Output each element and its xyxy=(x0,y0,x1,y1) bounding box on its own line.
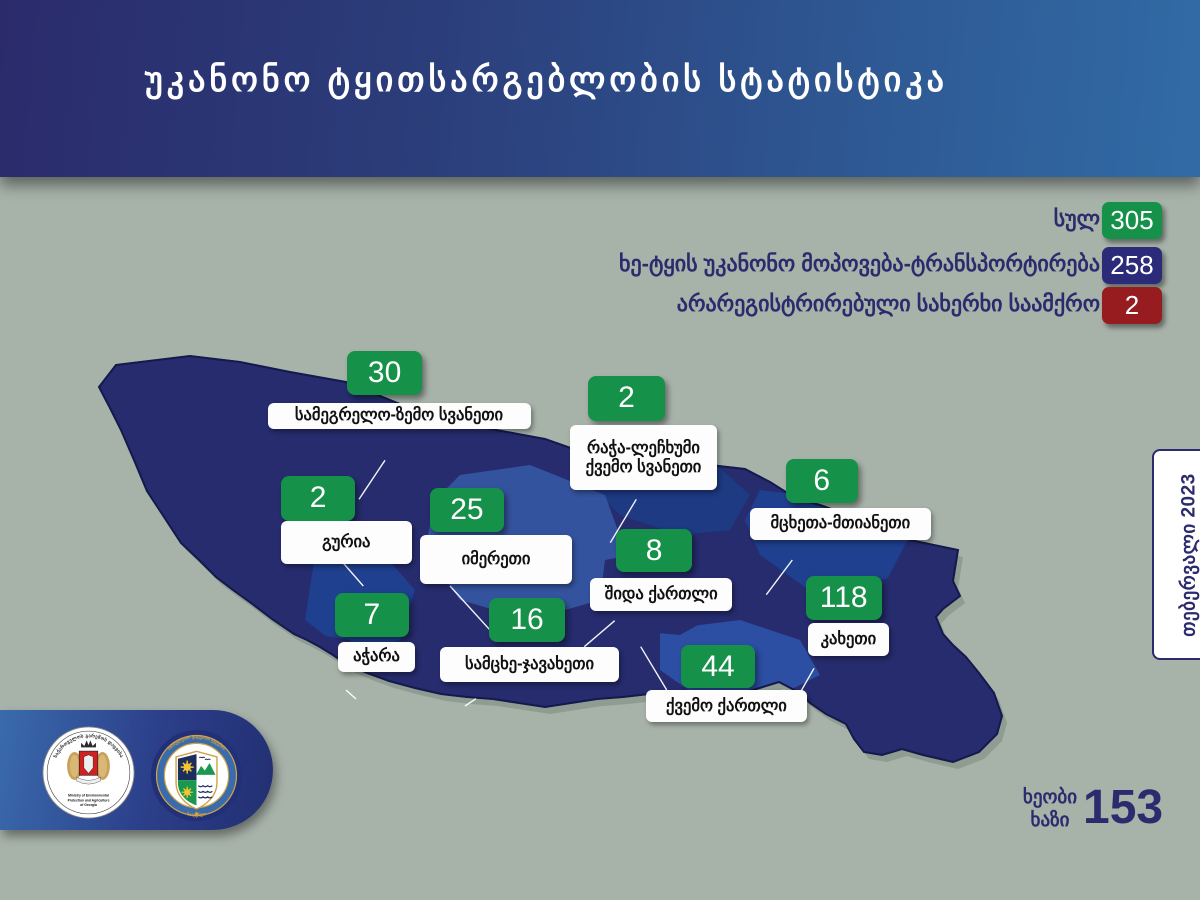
svg-text:Ministry of Environmental: Ministry of Environmental xyxy=(68,794,109,798)
svg-text:of Georgia: of Georgia xyxy=(80,803,97,807)
svg-text:Protection and Agriculture: Protection and Agriculture xyxy=(68,798,110,802)
